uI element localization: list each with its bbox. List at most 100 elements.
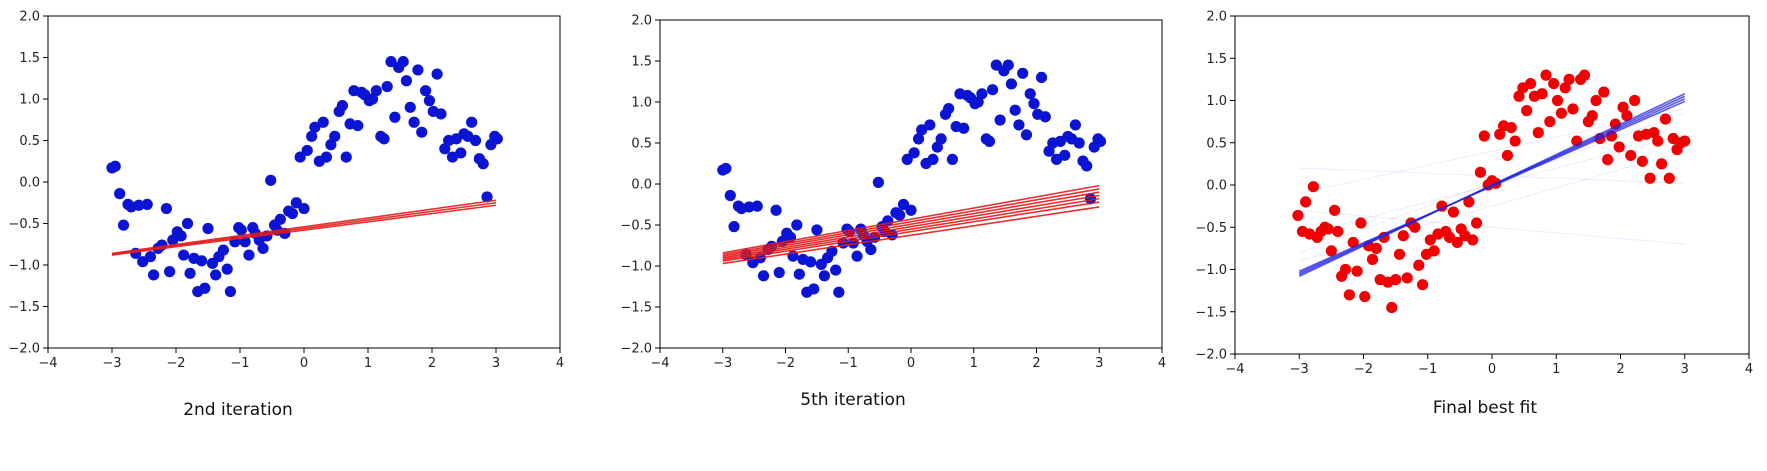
data-point [274, 213, 286, 225]
data-point [1494, 128, 1506, 140]
data-point [320, 151, 332, 163]
data-point [946, 153, 959, 165]
data-point [1505, 121, 1517, 134]
data-point [381, 80, 393, 93]
x-tick-label: 2 [428, 356, 436, 371]
faint-fit-line [1299, 209, 1685, 245]
data-point [1470, 217, 1483, 229]
data-point [927, 153, 939, 165]
y-tick-label: 1.5 [1206, 52, 1227, 67]
data-point [773, 266, 785, 279]
data-point [830, 264, 842, 276]
data-point [167, 234, 179, 246]
y-tick-label: −0.5 [8, 217, 40, 232]
data-point [1401, 272, 1413, 284]
data-point [1307, 181, 1319, 193]
data-point [1020, 129, 1033, 141]
x-tick-label: −4 [650, 356, 669, 371]
y-tick-label: −1.5 [8, 300, 40, 315]
data-point [1417, 279, 1429, 291]
data-point [235, 224, 247, 236]
data-point [221, 263, 233, 275]
data-point [1013, 119, 1025, 131]
data-point [389, 111, 401, 123]
data-point [1559, 82, 1571, 94]
x-tick-label: 4 [556, 356, 564, 371]
data-point [1567, 103, 1579, 115]
data-point [196, 255, 208, 267]
data-point [184, 267, 196, 279]
data-point [1300, 196, 1312, 208]
data-point [983, 135, 996, 147]
data-point [1463, 196, 1475, 208]
chart-caption: 5th iteration [800, 390, 905, 410]
y-tick-label: 1.0 [1206, 94, 1227, 109]
x-tick-label: −4 [38, 356, 57, 371]
data-point [141, 198, 153, 211]
data-point [1002, 59, 1014, 71]
data-point [1355, 217, 1367, 229]
y-tick-label: −0.5 [1195, 221, 1227, 236]
data-point [1636, 155, 1648, 167]
data-point [1069, 119, 1082, 131]
data-point [1521, 105, 1533, 117]
y-tick-label: 1.5 [19, 51, 40, 66]
x-tick-label: −2 [776, 356, 795, 371]
data-point [397, 56, 409, 68]
data-point [1659, 113, 1672, 125]
data-point [1017, 67, 1029, 79]
data-point [1390, 274, 1402, 286]
data-point [720, 162, 732, 175]
data-point [309, 121, 321, 133]
data-point [1428, 245, 1440, 257]
data-point [894, 209, 906, 221]
x-tick-label: −2 [1354, 362, 1373, 377]
data-point [935, 133, 947, 145]
data-point [423, 95, 436, 107]
data-point [306, 130, 318, 142]
chart-panel-3: −4 −3 −2 −1 0 1 2 3 4 −2.0 −1.5 −1.0 −0.5 0.0 0.5 1.0 1.… [1195, 10, 1753, 419]
data-point [160, 202, 172, 215]
data-point [1028, 98, 1040, 110]
data-point [1073, 137, 1085, 149]
data-point [805, 256, 817, 268]
y-tick-label: −2.0 [8, 342, 40, 357]
data-point [1332, 225, 1344, 238]
data-point [217, 244, 229, 256]
data-point [1663, 172, 1675, 184]
data-point [404, 101, 416, 113]
data-point [385, 56, 397, 68]
data-point [1397, 230, 1409, 242]
data-point [243, 249, 255, 261]
data-point [1544, 116, 1556, 128]
data-point [905, 204, 917, 216]
y-tick-label: 1.0 [19, 93, 40, 108]
fit-line [722, 197, 1100, 261]
x-tick-label: 1 [1552, 362, 1560, 377]
data-point [1555, 107, 1567, 119]
x-tick-label: 1 [364, 356, 372, 371]
x-tick-label: −3 [713, 356, 732, 371]
data-point [976, 88, 988, 100]
data-point [808, 283, 820, 295]
data-point [1524, 78, 1537, 90]
data-point [1551, 94, 1564, 107]
y-tick-label: 0.5 [1206, 136, 1227, 151]
data-point [1343, 289, 1355, 301]
data-point [210, 269, 222, 281]
x-tick-label: −1 [839, 356, 858, 371]
data-point [1094, 135, 1107, 147]
data-point [1292, 209, 1304, 222]
data-point [298, 202, 310, 215]
data-point [466, 116, 478, 128]
plot-frame [47, 15, 561, 349]
data-point [1644, 172, 1656, 184]
data-point [1024, 88, 1036, 100]
data-point [1648, 127, 1660, 139]
data-point [400, 75, 412, 87]
y-tick-label: 0.5 [631, 137, 652, 152]
fit-line [111, 199, 497, 255]
data-point [916, 124, 928, 136]
fit-line [111, 201, 497, 256]
